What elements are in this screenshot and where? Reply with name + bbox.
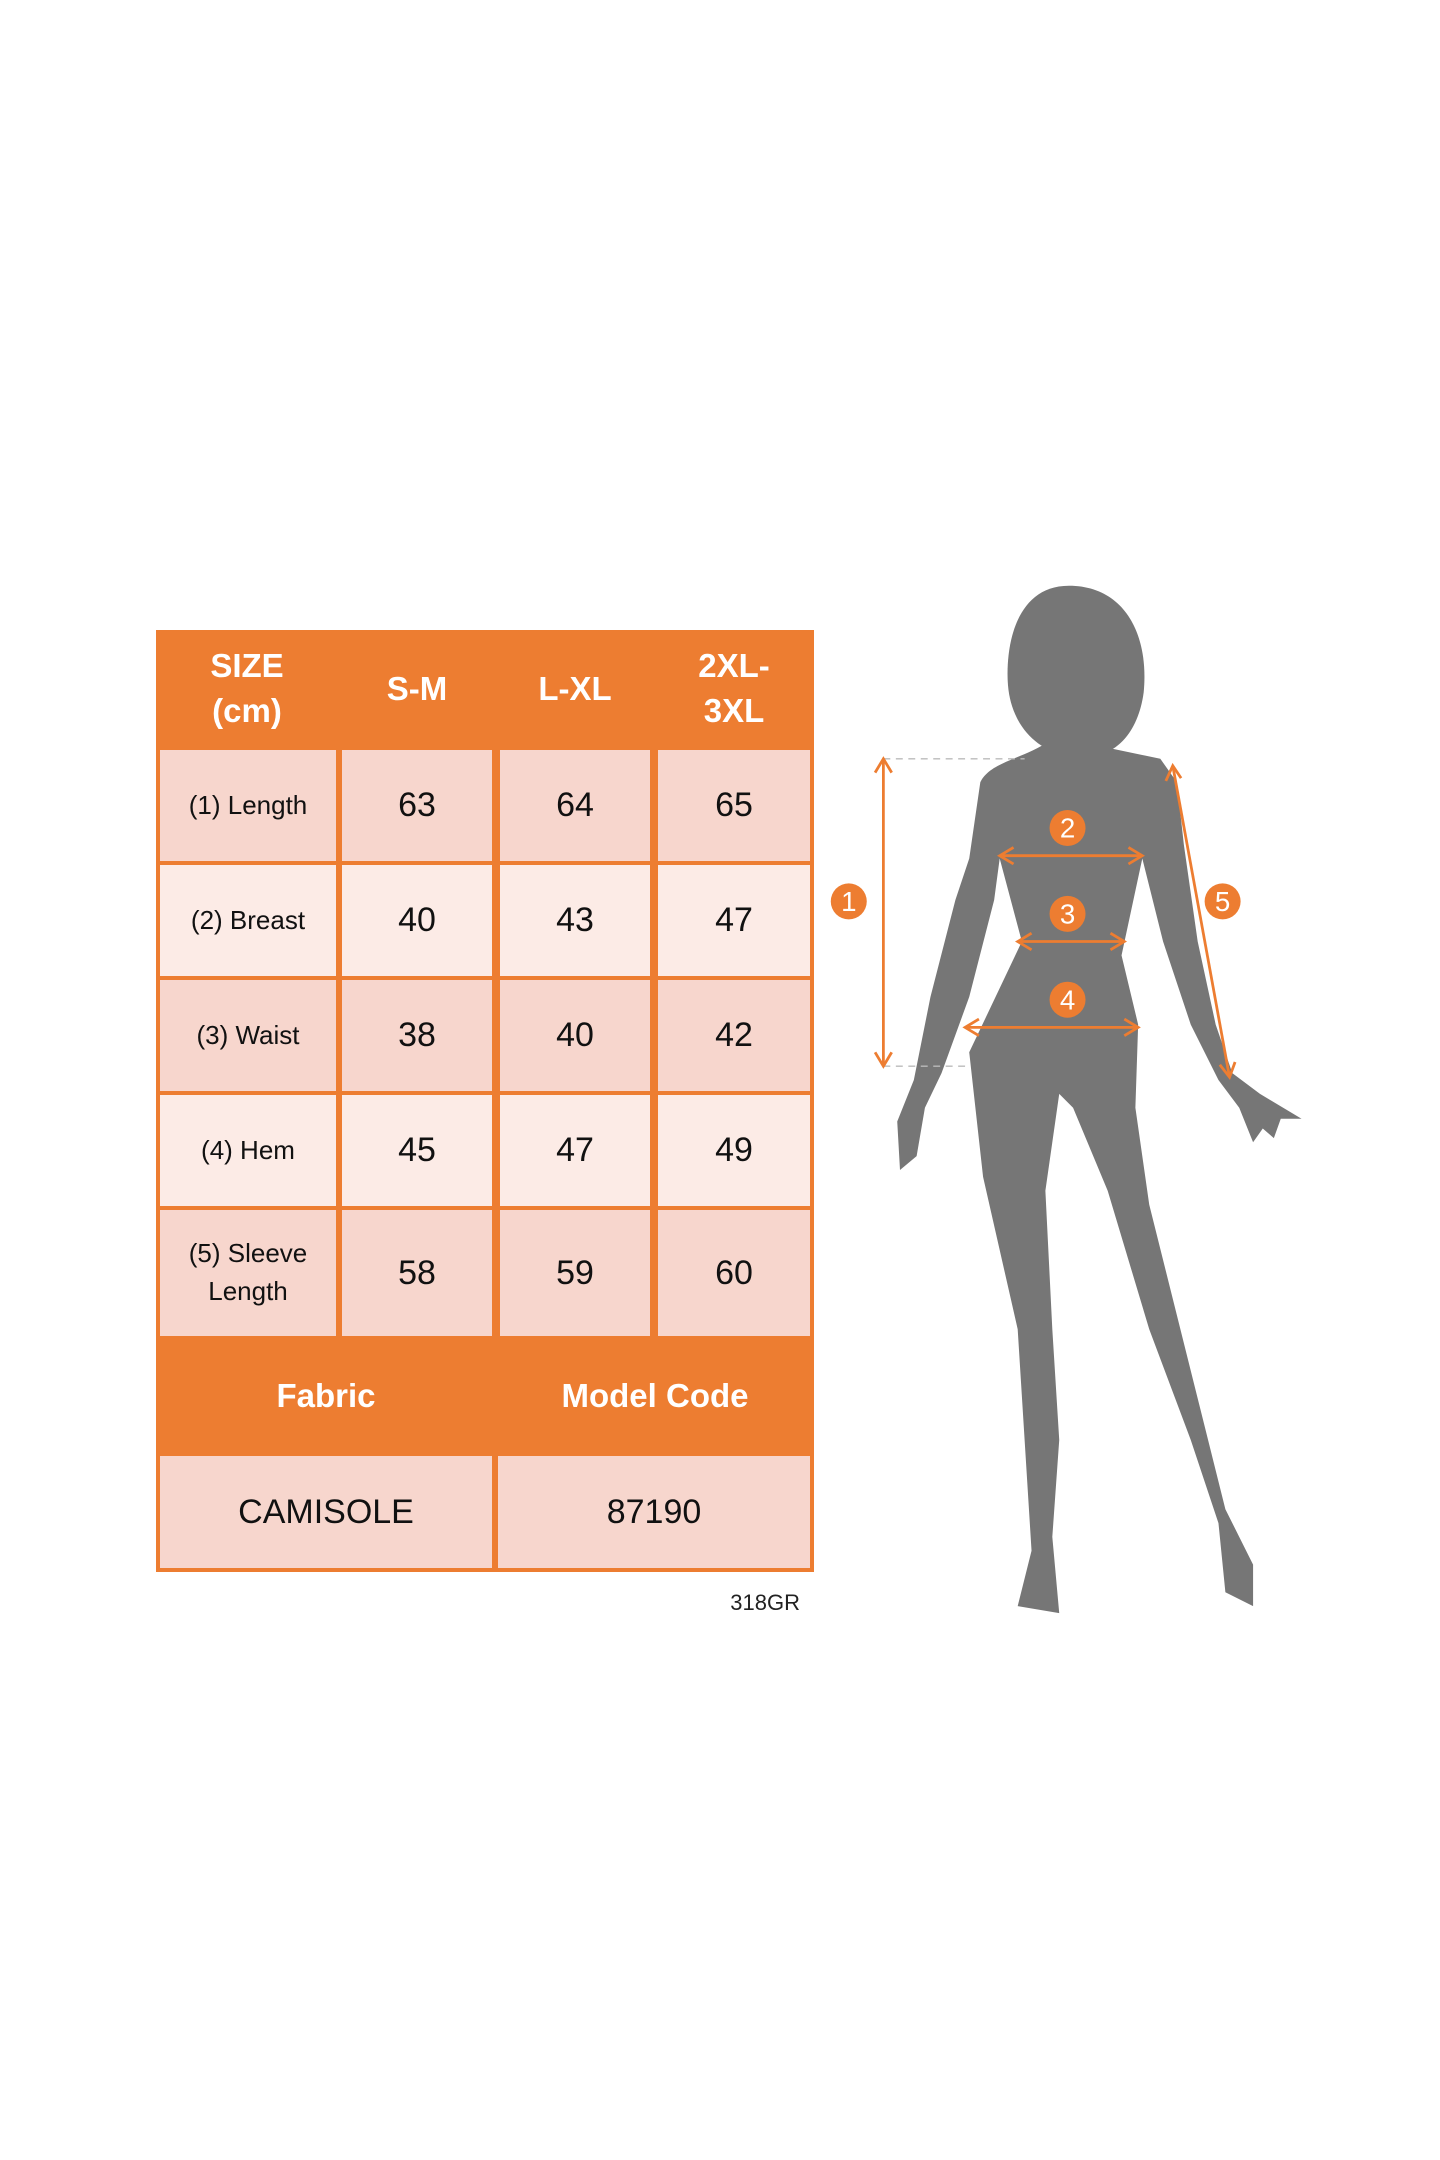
measurement-value: 42 (658, 980, 810, 1091)
measurement-value: 49 (658, 1095, 810, 1206)
measurement-value: 64 (500, 750, 650, 861)
row-label-line: (5) Sleeve (188, 1238, 308, 1269)
marker-circle (1049, 895, 1086, 932)
measurement-value: 47 (658, 865, 810, 976)
marker-circle (1049, 981, 1086, 1018)
marker-circle (1049, 810, 1086, 846)
measurement-value: 65 (658, 750, 810, 861)
measurement-value: 45 (342, 1095, 492, 1206)
header-text: 3XL (703, 692, 765, 729)
header-2xl-3xl: 2XL- 3XL (654, 630, 814, 748)
marker-circle (1204, 883, 1241, 920)
measurement-value: 60 (658, 1210, 810, 1336)
product-code: 318GR (730, 1590, 800, 1615)
size-chart-table: SIZE (cm) S-M L-XL 2XL- 3XL (1) Length 63… (156, 630, 814, 1572)
model-code-value: 87190 (498, 1456, 810, 1568)
row-label: (3) Waist (160, 980, 336, 1091)
sleeve-arrow (1171, 765, 1231, 1078)
row-label: (2) Breast (160, 865, 336, 976)
silhouette (897, 585, 1302, 1614)
marker-number: 5 (1215, 886, 1230, 917)
row-label: (5) Sleeve Length (160, 1210, 336, 1336)
header-text: (cm) (212, 692, 282, 729)
marker-number: 4 (1060, 984, 1075, 1015)
header-size-cm: SIZE (cm) (156, 630, 338, 748)
header-text: 2XL- (698, 647, 770, 685)
fabric-value: CAMISOLE (160, 1456, 492, 1568)
marker-number: 2 (1060, 813, 1075, 844)
measurement-value: 38 (342, 980, 492, 1091)
measurement-value: 40 (342, 865, 492, 976)
measurement-value: 43 (500, 865, 650, 976)
row-label: (1) Length (160, 750, 336, 861)
header-text: SIZE (210, 647, 284, 685)
measurement-value: 47 (500, 1095, 650, 1206)
header-l-xl: L-XL (538, 669, 612, 707)
model-code-header: Model Code (561, 1376, 749, 1414)
measurement-value: 58 (342, 1210, 492, 1336)
fabric-header: Fabric (276, 1376, 376, 1414)
row-label: (4) Hem (160, 1095, 336, 1206)
row-label-line: Length (208, 1276, 288, 1306)
marker-circle (830, 883, 867, 920)
marker-number: 1 (841, 886, 856, 917)
header-s-m: S-M (386, 669, 448, 707)
measurement-value: 59 (500, 1210, 650, 1336)
measurement-arrows (873, 756, 1237, 1081)
measurement-value: 40 (500, 980, 650, 1091)
measurement-value: 63 (342, 750, 492, 861)
marker-number: 3 (1060, 899, 1075, 930)
